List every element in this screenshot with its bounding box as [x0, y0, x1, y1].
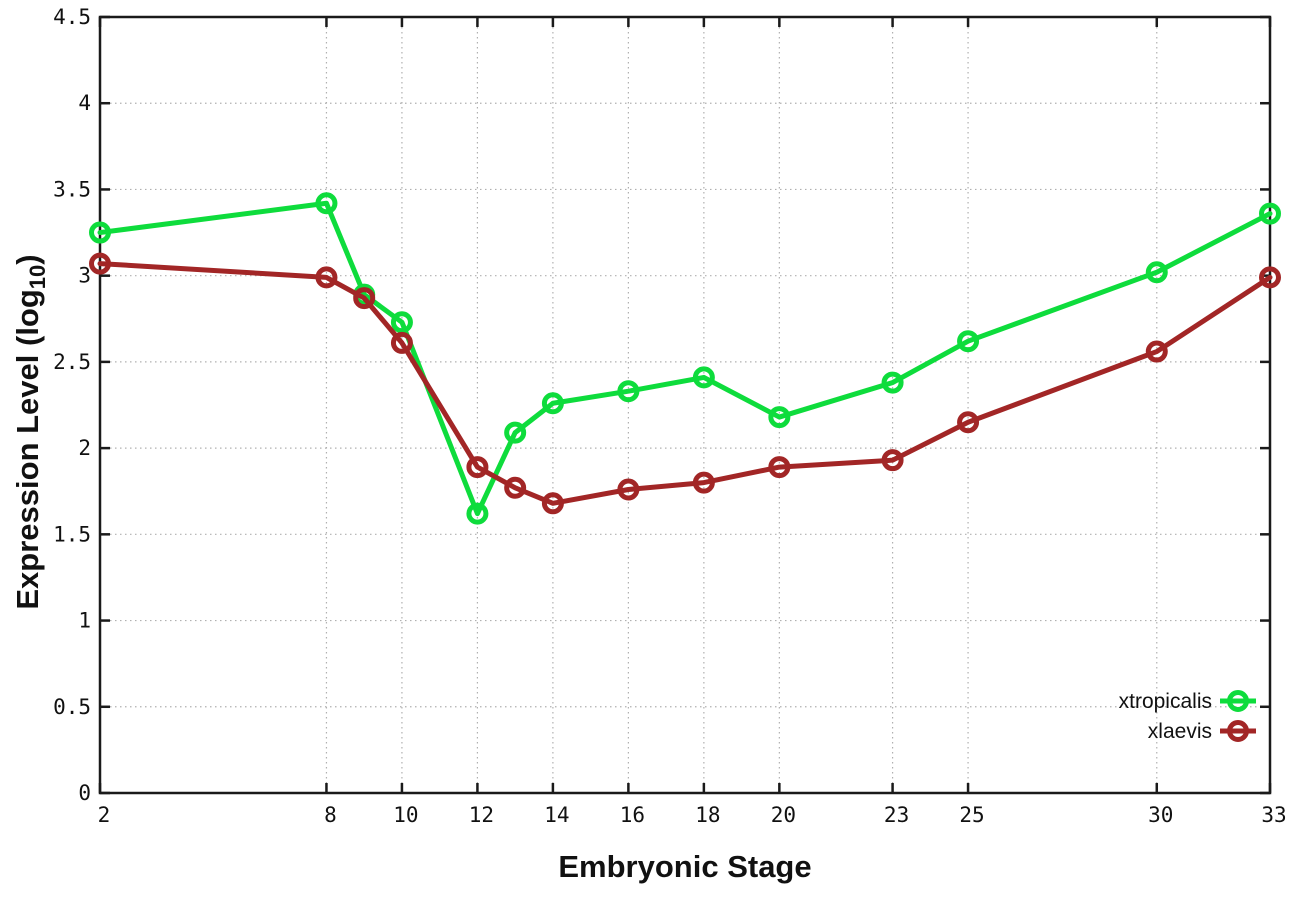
y-tick-label: 2.5	[53, 350, 91, 374]
data-point-marker	[957, 330, 980, 353]
x-tick-label: 10	[393, 803, 418, 827]
legend-key-samples	[1220, 690, 1256, 742]
y-tick-label: 3.5	[53, 177, 91, 201]
data-point-marker	[541, 392, 564, 415]
data-point-marker	[353, 287, 376, 310]
plot-area: 0 0.5 1 1.5 2 2.5 3 3.5 4 4.5 2 8 10 12 14 16 18 20 23 25 30…	[53, 5, 1287, 827]
y-tick-label: 1	[78, 609, 91, 633]
data-point-marker	[1259, 266, 1281, 289]
series-xtropicalis	[89, 192, 1281, 525]
data-point-marker	[390, 331, 413, 354]
data-point-marker	[466, 502, 489, 525]
data-point-marker	[504, 421, 527, 444]
y-tick-label: 0	[78, 781, 91, 805]
x-axis-title: Embryonic Stage	[558, 849, 811, 884]
data-point-marker	[541, 492, 564, 515]
data-point-marker	[504, 476, 527, 499]
y-tick-label: 0.5	[53, 695, 91, 719]
data-point-marker	[881, 371, 904, 394]
series-line	[97, 200, 1273, 517]
data-point-marker	[1145, 340, 1168, 363]
y-tick-label: 2	[78, 436, 91, 460]
x-tick-label: 2	[98, 803, 111, 827]
data-point-marker	[768, 406, 791, 429]
legend: xtropicalis xlaevis	[1119, 690, 1212, 743]
y-axis-title: Expression Level (log10)	[10, 254, 50, 609]
data-point-marker	[89, 221, 111, 244]
legend-sample-marker	[1227, 720, 1249, 742]
plot-border	[98, 15, 1272, 795]
data-point-marker	[315, 192, 338, 215]
y-tick-label: 3	[78, 264, 91, 288]
x-tick-label: 18	[695, 803, 720, 827]
series-xlaevis	[89, 252, 1281, 515]
data-point-marker	[957, 411, 980, 434]
tick-labels: 0 0.5 1 1.5 2 2.5 3 3.5 4 4.5 2 8 10 12 14 16 18 20 23 25 30…	[53, 5, 1287, 827]
tick-marks	[98, 15, 1272, 795]
grid-lines	[99, 16, 1271, 794]
data-point-marker	[617, 478, 640, 501]
y-tick-label: 4.5	[53, 5, 91, 29]
data-point-marker	[617, 380, 640, 403]
legend-sample-marker	[1227, 690, 1249, 712]
data-point-marker	[1145, 261, 1168, 284]
data-point-marker	[466, 456, 489, 479]
legend-label-xtropicalis: xtropicalis	[1119, 690, 1212, 713]
y-tick-label: 4	[78, 91, 91, 115]
series-line	[97, 261, 1273, 506]
data-point-marker	[881, 449, 904, 472]
data-point-marker	[692, 471, 715, 494]
x-tick-label: 14	[544, 803, 569, 827]
data-point-marker	[89, 252, 111, 275]
data-point-marker	[768, 456, 791, 479]
x-tick-label: 20	[771, 803, 796, 827]
x-tick-label: 25	[959, 803, 984, 827]
data-point-marker	[390, 311, 413, 334]
data-point-marker	[1259, 202, 1281, 225]
data-point-marker	[692, 366, 715, 389]
legend-label-xlaevis: xlaevis	[1148, 720, 1212, 743]
y-tick-label: 1.5	[53, 522, 91, 546]
data-point-marker	[315, 266, 338, 289]
x-tick-label: 30	[1148, 803, 1173, 827]
x-tick-label: 33	[1261, 803, 1286, 827]
x-tick-label: 16	[620, 803, 645, 827]
x-tick-label: 23	[884, 803, 909, 827]
x-tick-label: 8	[324, 803, 337, 827]
x-tick-label: 12	[469, 803, 494, 827]
